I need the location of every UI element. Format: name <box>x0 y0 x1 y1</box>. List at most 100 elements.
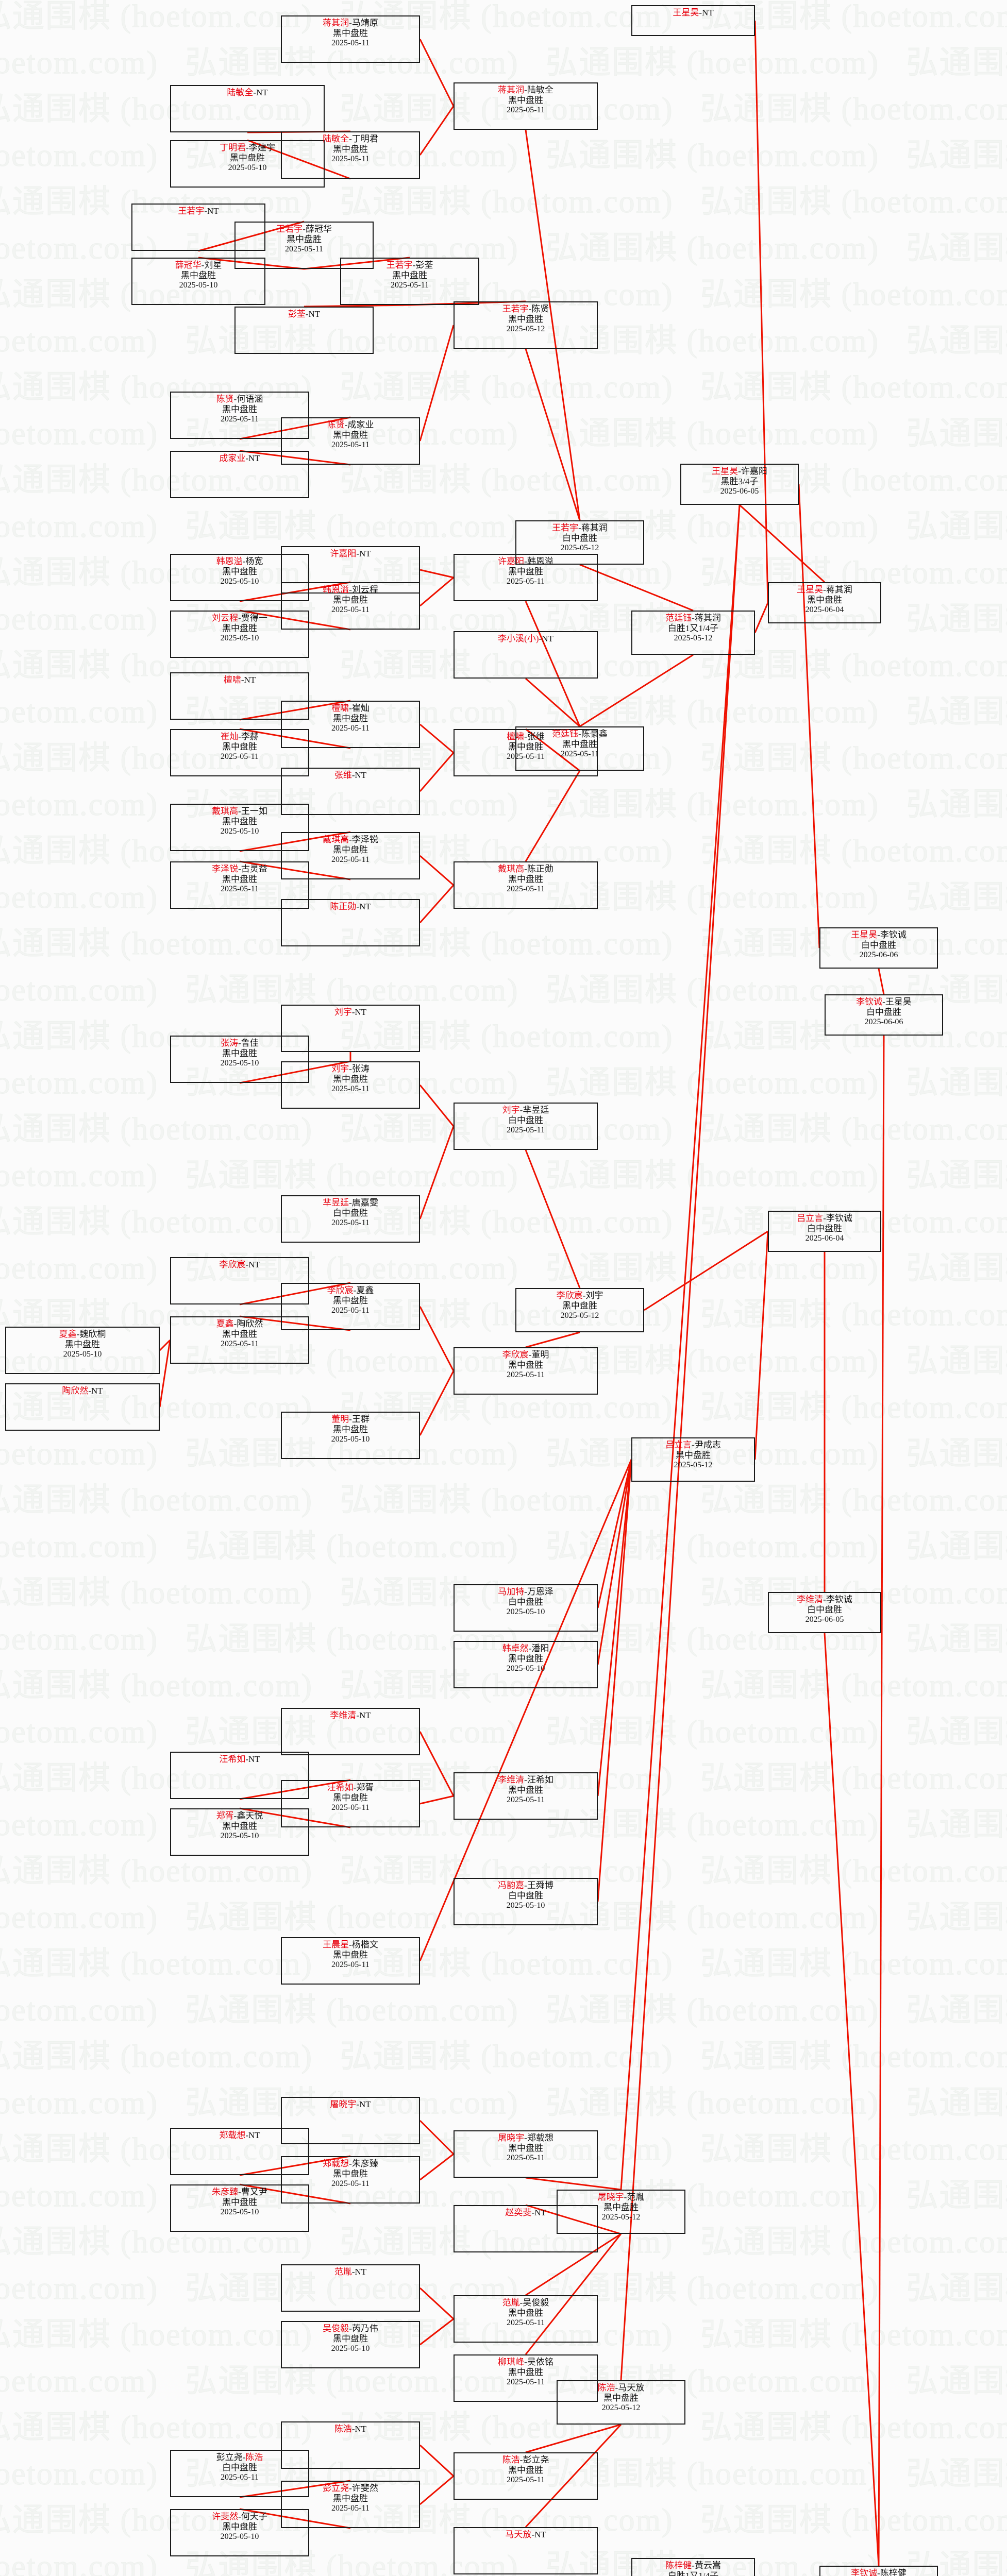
match-box[interactable]: 彭立尧-陈浩 白中盘胜 2025-05-11 <box>170 2450 309 2497</box>
match-box[interactable]: 董明-王群 黑中盘胜 2025-05-10 <box>281 1412 420 1459</box>
player-loser: 鲁佳 <box>241 1038 259 1048</box>
match-box[interactable]: 王星昊-NT <box>631 5 755 36</box>
match-box[interactable]: 郑载想-NT <box>170 2128 309 2175</box>
match-box[interactable]: 屠晓宇-NT <box>281 2097 420 2144</box>
match-box[interactable]: 汪希如-NT <box>170 1752 309 1799</box>
match-box[interactable]: 李欣宸-刘宇 黑中盘胜 2025-05-12 <box>515 1288 644 1332</box>
match-box[interactable]: 韩卓然-潘阳 黑中盘胜 2025-05-10 <box>454 1641 598 1688</box>
match-players: 屠晓宇-NT <box>330 2099 371 2109</box>
match-box[interactable]: 李钦诚-王星昊 白中盘胜 2025-06-06 <box>825 994 943 1036</box>
match-date: 2025-05-12 <box>506 325 545 334</box>
match-box[interactable]: 檀啸-张维 黑中盘胜 2025-05-11 <box>454 729 598 776</box>
match-box[interactable]: 王若宇-陈贤 黑中盘胜 2025-05-12 <box>454 301 598 349</box>
player-winner: 范廷钰 <box>552 729 579 739</box>
match-box[interactable]: 刘宇-NT <box>281 1005 420 1052</box>
match-box[interactable]: 丁明君-李建宇 黑中盘胜 2025-05-10 <box>170 140 325 188</box>
match-box[interactable]: 陆敏全-NT <box>170 85 325 132</box>
match-result: 黑中盘胜 <box>807 595 842 605</box>
match-result: 黑中盘胜 <box>676 1450 711 1461</box>
match-box[interactable]: 屠晓宇-范胤 黑中盘胜 2025-05-12 <box>557 2190 685 2234</box>
match-box[interactable]: 张维-NT <box>281 768 420 815</box>
match-box[interactable]: 汪希如-郑胥 黑中盘胜 2025-05-11 <box>281 1780 420 1827</box>
match-box[interactable]: 檀啸-崔灿 黑中盘胜 2025-05-11 <box>281 701 420 748</box>
match-box[interactable]: 陈浩-NT <box>281 2421 420 2469</box>
match-box[interactable]: 吴俊毅-芮乃伟 黑中盘胜 2025-05-10 <box>281 2321 420 2368</box>
match-players: 戴琪高-王一如 <box>212 806 267 816</box>
match-box[interactable]: 范廷钰-蒋其润 白胜1又1/4子 2025-05-12 <box>631 611 755 655</box>
match-box[interactable]: 夏鑫-陶欣然 黑中盘胜 2025-05-11 <box>170 1316 309 1364</box>
match-box[interactable]: 崔灿-李赫 黑中盘胜 2025-05-11 <box>170 729 309 776</box>
match-box[interactable]: 李欣宸-董明 黑中盘胜 2025-05-11 <box>454 1347 598 1395</box>
match-box[interactable]: 刘云程-贾得一 黑中盘胜 2025-05-10 <box>170 611 309 658</box>
player-loser: 王星昊 <box>885 997 912 1007</box>
player-loser: 陶欣然 <box>237 1319 263 1329</box>
match-box[interactable]: 戴琪高-李泽锐 黑中盘胜 2025-05-11 <box>281 832 420 879</box>
match-box[interactable]: 赵奕斐-NT <box>454 2205 598 2252</box>
match-box[interactable]: 王星昊-许嘉阳 黑胜3/4子 2025-06-05 <box>680 464 799 505</box>
match-box[interactable]: 李维清-汪希如 黑中盘胜 2025-05-11 <box>454 1772 598 1820</box>
match-result: 黑中盘胜 <box>333 144 368 155</box>
match-box[interactable]: 王若宇-蒋其润 白中盘胜 2025-05-12 <box>515 520 644 565</box>
match-box[interactable]: 马天放-NT <box>454 2527 598 2574</box>
match-box[interactable]: 刘宇-张涛 黑中盘胜 2025-05-11 <box>281 1061 420 1109</box>
match-box[interactable]: 李欣宸-夏鑫 黑中盘胜 2025-05-11 <box>281 1283 420 1330</box>
match-box[interactable]: 戴琪高-王一如 黑中盘胜 2025-05-10 <box>170 804 309 851</box>
match-box[interactable]: 范廷钰-陈豪鑫 黑中盘胜 2025-05-11 <box>515 726 644 771</box>
match-date: 2025-06-04 <box>805 1234 844 1243</box>
match-box[interactable]: 王晨星-杨楷文 黑中盘胜 2025-05-11 <box>281 1937 420 1985</box>
match-box[interactable]: 戴琪高-陈正勋 黑中盘胜 2025-05-11 <box>454 861 598 909</box>
player-loser: 吴依铭 <box>527 2357 553 2367</box>
match-box[interactable]: 范胤-NT <box>281 2264 420 2312</box>
match-box[interactable]: 王星昊-蒋其润 黑中盘胜 2025-06-04 <box>768 582 881 623</box>
match-box[interactable]: 李维清-李钦诚 白中盘胜 2025-06-05 <box>768 1592 881 1633</box>
match-box[interactable]: 王星昊-李钦诚 白中盘胜 2025-06-06 <box>819 927 938 969</box>
match-box[interactable]: 彭荃-NT <box>234 307 374 354</box>
match-box[interactable]: 马加特-万恩泽 白中盘胜 2025-05-10 <box>454 1584 598 1632</box>
match-box[interactable]: 柳琪峰-吴依铭 黑中盘胜 2025-05-11 <box>454 2354 598 2402</box>
match-box[interactable]: 夏鑫-魏欣桐 黑中盘胜 2025-05-10 <box>5 1327 160 1374</box>
match-box[interactable]: 许斐然-何天子 黑中盘胜 2025-05-10 <box>170 2509 309 2556</box>
match-box[interactable]: 蒋其润-陆敏全 黑中盘胜 2025-05-11 <box>454 82 598 130</box>
match-box[interactable]: 韩恩溢-杨宽 黑中盘胜 2025-05-10 <box>170 554 309 601</box>
match-box[interactable]: 张涛-鲁佳 黑中盘胜 2025-05-10 <box>170 1036 309 1083</box>
match-box[interactable]: 李小溪(小)-NT <box>454 631 598 679</box>
match-box[interactable]: 陶欣然-NT <box>5 1383 160 1431</box>
match-date: 2025-05-10 <box>506 1607 545 1617</box>
match-box[interactable]: 陈贤-成家业 黑中盘胜 2025-05-11 <box>281 417 420 465</box>
match-box[interactable]: 檀啸-NT <box>170 672 309 720</box>
match-box[interactable]: 陈正勋-NT <box>281 899 420 946</box>
match-box[interactable]: 许嘉阳-NT <box>281 546 420 594</box>
match-box[interactable]: 李钦诚-陈梓健黑中盘胜2025-06-06 <box>819 2566 938 2576</box>
player-winner: 朱彦臻 <box>212 2187 239 2197</box>
match-box[interactable]: 王若宇-彭荃 黑中盘胜 2025-05-11 <box>340 258 479 305</box>
match-box[interactable]: 吕立言-尹成志 黑中盘胜 2025-05-12 <box>631 1437 755 1482</box>
match-box[interactable]: 陈浩-彭立尧 黑中盘胜 2025-05-11 <box>454 2452 598 2500</box>
match-box[interactable]: 蒋其润-马靖原 黑中盘胜 2025-05-11 <box>281 15 420 63</box>
match-box[interactable]: 成家业-NT <box>170 451 309 498</box>
match-box[interactable]: 陆敏全-丁明君 黑中盘胜 2025-05-11 <box>281 131 420 179</box>
match-box[interactable]: 李泽锐-古灵益 黑中盘胜 2025-05-11 <box>170 861 309 909</box>
match-players: 王若宇-陈贤 <box>502 304 549 314</box>
match-box[interactable]: 冯韵嘉-王舜博 白中盘胜 2025-05-10 <box>454 1878 598 1925</box>
player-winner: 汪希如 <box>219 1754 246 1764</box>
match-box[interactable]: 郑胥-鑫天悦 黑中盘胜 2025-05-10 <box>170 1808 309 1856</box>
match-box[interactable]: 陈浩-马天放 黑中盘胜 2025-05-12 <box>557 2380 685 2425</box>
match-box[interactable]: 李欣宸-NT <box>170 1257 309 1304</box>
match-box[interactable]: 郑载想-朱彦臻 黑中盘胜 2025-05-11 <box>281 2156 420 2204</box>
match-box[interactable]: 韩恩溢-刘云程 黑中盘胜 2025-05-11 <box>281 582 420 630</box>
match-players: 王星昊-NT <box>673 8 714 18</box>
match-box[interactable]: 王若宇-薛冠华 黑中盘胜 2025-05-11 <box>234 222 374 269</box>
match-box[interactable]: 朱彦臻-曹又尹 黑中盘胜 2025-05-10 <box>170 2184 309 2232</box>
match-box[interactable]: 范胤-吴俊毅 黑中盘胜 2025-05-11 <box>454 2295 598 2343</box>
match-box[interactable]: 陈贤-何语涵 黑中盘胜 2025-05-11 <box>170 392 309 439</box>
match-players: 李欣宸-夏鑫 <box>327 1285 374 1295</box>
match-box[interactable]: 王若宇-NT <box>131 204 265 251</box>
match-box[interactable]: 吕立言-李钦诚 白中盘胜 2025-06-04 <box>768 1211 881 1252</box>
match-box[interactable]: 屠晓宇-郑载想 黑中盘胜 2025-05-11 <box>454 2130 598 2178</box>
match-box[interactable]: 刘宇-芈昱廷 白中盘胜 2025-05-11 <box>454 1103 598 1150</box>
match-box[interactable]: 彭立尧-许斐然 黑中盘胜 2025-05-11 <box>281 2481 420 2528</box>
match-box[interactable]: 芈昱廷-唐嘉雯 白中盘胜 2025-05-11 <box>281 1195 420 1243</box>
match-box[interactable]: 李维清-NT <box>281 1708 420 1755</box>
match-box[interactable]: 薛冠华-刘星 黑中盘胜 2025-05-10 <box>131 258 265 305</box>
